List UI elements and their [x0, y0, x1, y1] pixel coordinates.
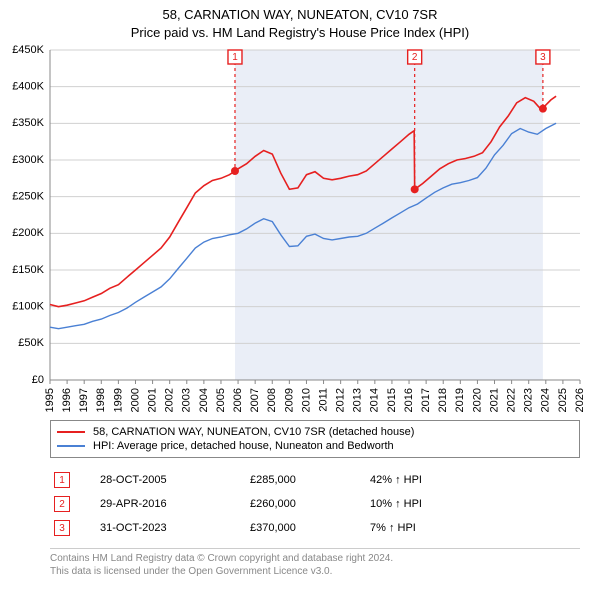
svg-text:£50K: £50K	[18, 337, 44, 349]
svg-text:2018: 2018	[437, 388, 449, 412]
svg-text:2011: 2011	[317, 388, 329, 412]
svg-text:1997: 1997	[78, 388, 90, 412]
svg-text:£250K: £250K	[12, 191, 44, 203]
svg-text:£0: £0	[32, 374, 44, 386]
svg-text:2010: 2010	[300, 388, 312, 412]
legend-item: 58, CARNATION WAY, NUNEATON, CV10 7SR (d…	[57, 425, 573, 439]
svg-text:£450K: £450K	[12, 44, 44, 56]
svg-text:2004: 2004	[198, 388, 210, 412]
svg-text:2020: 2020	[471, 388, 483, 412]
svg-text:£150K: £150K	[12, 264, 44, 276]
svg-text:2012: 2012	[335, 388, 347, 412]
chart-svg: £0£50K£100K£150K£200K£250K£300K£350K£400…	[50, 50, 580, 380]
tx-date: 31-OCT-2023	[100, 522, 250, 534]
footer-line1: Contains HM Land Registry data © Crown c…	[50, 552, 580, 565]
svg-text:2019: 2019	[454, 388, 466, 412]
svg-text:2026: 2026	[574, 388, 586, 412]
svg-text:2007: 2007	[249, 388, 261, 412]
svg-text:£400K: £400K	[12, 81, 44, 93]
svg-text:£300K: £300K	[12, 154, 44, 166]
marker-box-icon: 3	[54, 520, 70, 536]
tx-price: £285,000	[250, 474, 370, 486]
table-row: 3 31-OCT-2023 £370,000 7% ↑ HPI	[50, 516, 580, 540]
svg-text:2016: 2016	[403, 388, 415, 412]
svg-text:2022: 2022	[506, 388, 518, 412]
tx-price: £260,000	[250, 498, 370, 510]
svg-text:2013: 2013	[352, 388, 364, 412]
tx-diff: 42% ↑ HPI	[370, 474, 490, 486]
legend-swatch	[57, 445, 85, 447]
svg-text:2021: 2021	[488, 388, 500, 412]
tx-diff: 10% ↑ HPI	[370, 498, 490, 510]
legend-label: 58, CARNATION WAY, NUNEATON, CV10 7SR (d…	[93, 426, 414, 438]
title-line2: Price paid vs. HM Land Registry's House …	[0, 24, 600, 42]
tx-diff: 7% ↑ HPI	[370, 522, 490, 534]
svg-text:2005: 2005	[215, 388, 227, 412]
title-line1: 58, CARNATION WAY, NUNEATON, CV10 7SR	[0, 6, 600, 24]
svg-text:2001: 2001	[146, 388, 158, 412]
marker-box-icon: 2	[54, 496, 70, 512]
legend-box: 58, CARNATION WAY, NUNEATON, CV10 7SR (d…	[50, 420, 580, 458]
plot-area: £0£50K£100K£150K£200K£250K£300K£350K£400…	[50, 50, 580, 380]
svg-text:2000: 2000	[129, 388, 141, 412]
svg-text:1995: 1995	[44, 388, 56, 412]
table-row: 2 29-APR-2016 £260,000 10% ↑ HPI	[50, 492, 580, 516]
svg-text:2003: 2003	[181, 388, 193, 412]
svg-text:2: 2	[412, 52, 418, 63]
svg-text:1999: 1999	[112, 388, 124, 412]
legend-swatch	[57, 431, 85, 433]
tx-date: 28-OCT-2005	[100, 474, 250, 486]
svg-text:2014: 2014	[369, 388, 381, 412]
table-row: 1 28-OCT-2005 £285,000 42% ↑ HPI	[50, 468, 580, 492]
svg-text:2025: 2025	[557, 388, 569, 412]
svg-text:1998: 1998	[95, 388, 107, 412]
transactions-table: 1 28-OCT-2005 £285,000 42% ↑ HPI 2 29-AP…	[50, 468, 580, 540]
svg-text:£350K: £350K	[12, 117, 44, 129]
marker-box-icon: 1	[54, 472, 70, 488]
tx-price: £370,000	[250, 522, 370, 534]
chart-container: 58, CARNATION WAY, NUNEATON, CV10 7SR Pr…	[0, 0, 600, 590]
svg-text:3: 3	[540, 52, 546, 63]
svg-text:2015: 2015	[386, 388, 398, 412]
footer-line2: This data is licensed under the Open Gov…	[50, 565, 580, 578]
svg-text:2009: 2009	[283, 388, 295, 412]
tx-date: 29-APR-2016	[100, 498, 250, 510]
svg-text:£200K: £200K	[12, 227, 44, 239]
footer-attribution: Contains HM Land Registry data © Crown c…	[50, 548, 580, 578]
svg-text:1: 1	[232, 52, 238, 63]
legend-item: HPI: Average price, detached house, Nune…	[57, 439, 573, 453]
svg-text:2017: 2017	[420, 388, 432, 412]
svg-text:2002: 2002	[164, 388, 176, 412]
svg-text:2008: 2008	[266, 388, 278, 412]
legend-label: HPI: Average price, detached house, Nune…	[93, 440, 394, 452]
svg-text:2024: 2024	[540, 388, 552, 412]
chart-title: 58, CARNATION WAY, NUNEATON, CV10 7SR Pr…	[0, 0, 600, 42]
svg-text:2023: 2023	[523, 388, 535, 412]
svg-text:1996: 1996	[61, 388, 73, 412]
svg-text:£100K: £100K	[12, 301, 44, 313]
svg-text:2006: 2006	[232, 388, 244, 412]
